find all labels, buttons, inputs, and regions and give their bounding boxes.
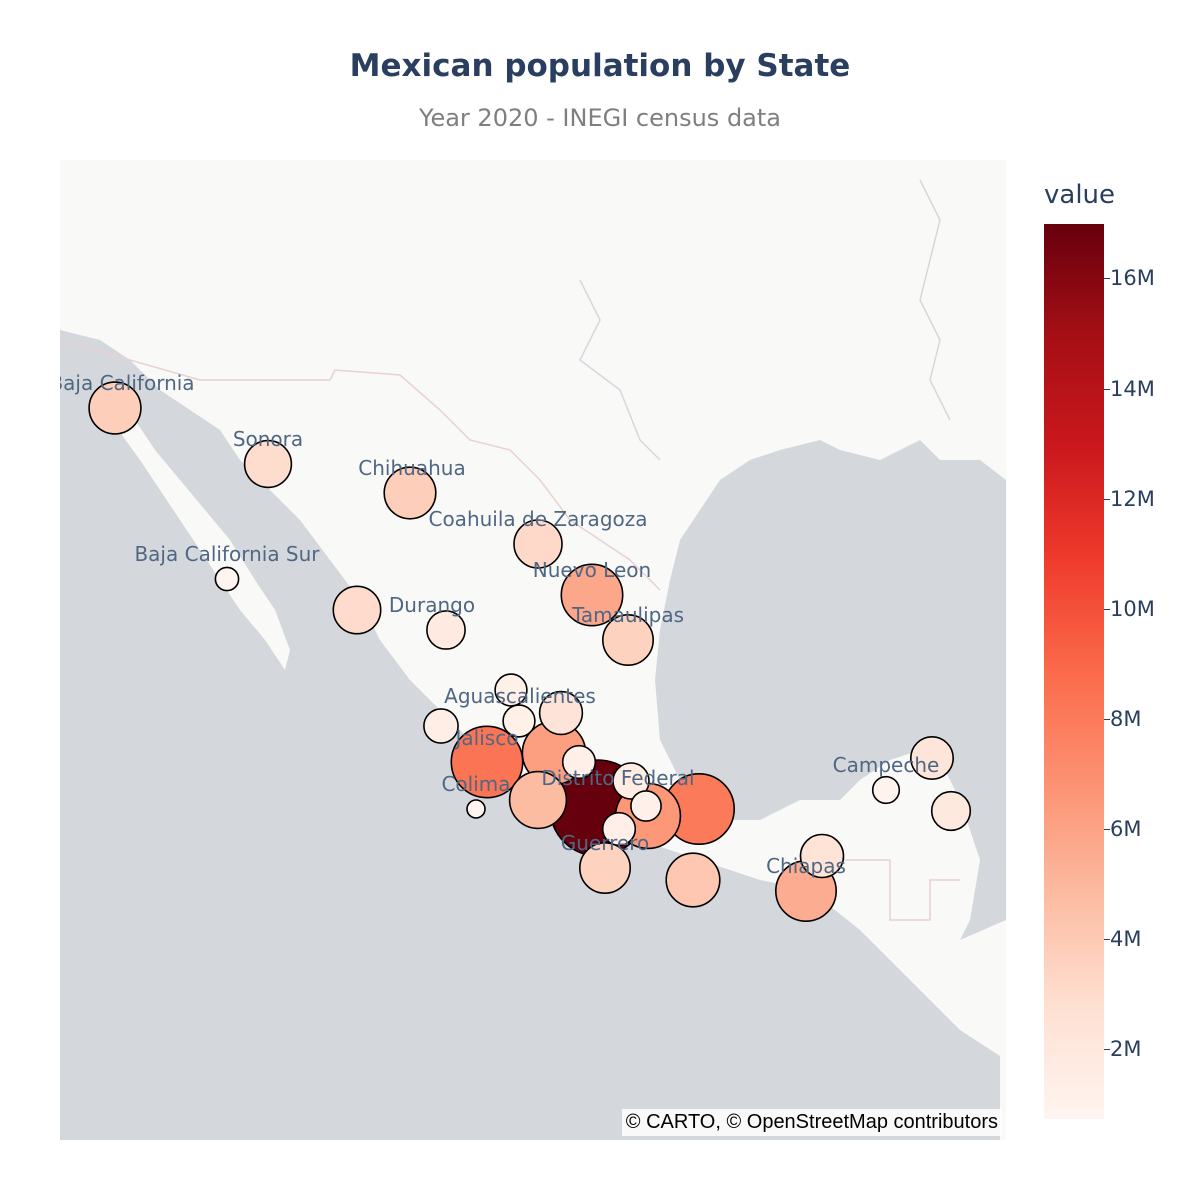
state-label: Baja California Sur bbox=[134, 542, 320, 566]
chart-subtitle: Year 2020 - INEGI census data bbox=[418, 104, 781, 132]
colorbar-title: value bbox=[1044, 180, 1116, 210]
colorbar bbox=[1044, 224, 1104, 1119]
baja-peninsula bbox=[120, 410, 290, 670]
colorbar-tick-label: 14M bbox=[1110, 376, 1155, 401]
state-label: Durango bbox=[389, 593, 475, 617]
state-bubble[interactable] bbox=[538, 690, 584, 736]
state-bubble[interactable] bbox=[508, 770, 568, 830]
land-north bbox=[60, 160, 1006, 1140]
river bbox=[579, 279, 661, 461]
colorbar-tickmark bbox=[1104, 1049, 1110, 1051]
colorbar-tickmark bbox=[1104, 608, 1110, 610]
colorbar-tick-label: 10M bbox=[1110, 596, 1155, 621]
colorbar-tick-label: 4M bbox=[1110, 927, 1142, 951]
colorbar-tick-label: 16M bbox=[1110, 266, 1155, 291]
state-label: Campeche bbox=[833, 753, 940, 777]
bubble-layer bbox=[88, 381, 972, 922]
colorbar-tickmark bbox=[1104, 388, 1110, 390]
us-mexico-border bbox=[60, 339, 661, 591]
state-label: Guerrero bbox=[561, 831, 649, 855]
state-label: Chiapas bbox=[766, 854, 846, 878]
state-label: Nuevo Leon bbox=[533, 558, 651, 582]
state-label: Colima bbox=[441, 772, 510, 796]
colorbar-tickmark bbox=[1104, 498, 1110, 500]
state-label: Baja California bbox=[60, 371, 195, 395]
state-bubble[interactable] bbox=[909, 735, 954, 780]
state-bubble[interactable] bbox=[930, 790, 972, 832]
state-bubble[interactable] bbox=[612, 762, 650, 800]
colorbar-tick-label: 2M bbox=[1110, 1037, 1142, 1062]
state-bubble[interactable] bbox=[561, 744, 597, 780]
guatemala-border bbox=[840, 859, 960, 921]
map-attribution[interactable]: © CARTO, © OpenStreetMap contributors bbox=[621, 1109, 1002, 1136]
state-label: Coahuila de Zaragoza bbox=[428, 507, 647, 531]
state-bubble[interactable] bbox=[665, 852, 721, 908]
state-bubble-tamaulipas[interactable] bbox=[601, 613, 654, 666]
colorbar-tick-label: 8M bbox=[1110, 706, 1142, 731]
colorbar-tickmark bbox=[1104, 939, 1110, 940]
state-bubble-baja-california-sur[interactable] bbox=[214, 566, 240, 592]
gulf-of-california bbox=[130, 410, 370, 680]
state-bubble-coahuila-de-zaragoza[interactable] bbox=[513, 519, 563, 569]
colorbar-tick-label: 12M bbox=[1110, 486, 1155, 511]
river bbox=[919, 179, 951, 421]
state-label: Chihuahua bbox=[358, 456, 465, 480]
state-label: Sonora bbox=[233, 427, 303, 451]
state-label: Distrito Federal bbox=[541, 766, 694, 790]
state-bubble-sonora[interactable] bbox=[243, 439, 293, 489]
colorbar-tickmark bbox=[1104, 278, 1110, 280]
map-canvas[interactable]: Baja California Sonora Chihuahua Coahuila d… bbox=[60, 160, 1006, 1140]
state-bubble-campeche[interactable] bbox=[871, 775, 901, 805]
label-layer: Baja California Sonora Chihuahua Coahuila d… bbox=[60, 371, 939, 878]
state-bubble[interactable] bbox=[601, 811, 637, 847]
colorbar-tickmark bbox=[1104, 828, 1110, 830]
state-label: Jalisco bbox=[454, 726, 519, 750]
state-bubble[interactable] bbox=[494, 673, 528, 707]
state-bubble-chihuahua[interactable] bbox=[383, 466, 437, 520]
colorbar-tick-label: 6M bbox=[1110, 816, 1142, 841]
state-bubble[interactable] bbox=[630, 790, 662, 822]
state-label: Tamaulipas bbox=[571, 603, 684, 627]
state-bubble[interactable] bbox=[799, 833, 845, 879]
state-bubble-baja-california[interactable] bbox=[88, 381, 142, 435]
state-bubble-aguascalientes[interactable] bbox=[423, 708, 459, 744]
state-label: Aguascalientes bbox=[444, 684, 596, 708]
land-south bbox=[700, 850, 1006, 1060]
state-bubble-guerrero[interactable] bbox=[578, 841, 631, 894]
state-bubble[interactable] bbox=[502, 704, 536, 738]
state-bubble-nuevo-leon[interactable] bbox=[560, 563, 624, 627]
colorbar-tickmark bbox=[1104, 718, 1110, 720]
state-bubble[interactable] bbox=[332, 585, 382, 635]
state-bubble-durango[interactable] bbox=[426, 610, 466, 650]
state-bubble-colima[interactable] bbox=[466, 799, 486, 819]
state-bubble-jalisco[interactable] bbox=[450, 725, 524, 799]
chart-title: Mexican population by State bbox=[349, 48, 851, 84]
map-svg: Baja California Sonora Chihuahua Coahuila d… bbox=[60, 160, 1006, 1140]
